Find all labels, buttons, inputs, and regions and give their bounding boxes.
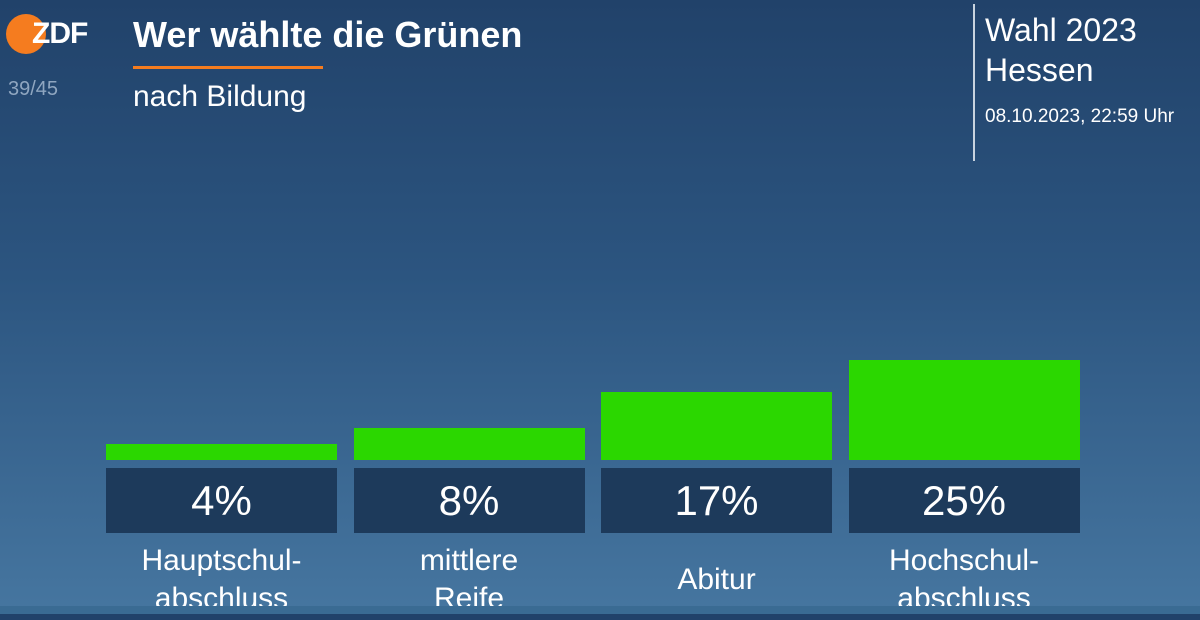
- page-counter: 39/45: [8, 78, 59, 100]
- title-rule: [133, 66, 323, 69]
- chart-title: Wer wählte die Grünen: [133, 14, 523, 55]
- category-label: Abitur: [677, 563, 756, 596]
- region: Hessen: [985, 52, 1094, 88]
- bar: [601, 392, 832, 460]
- logo-text: ZDF: [32, 17, 88, 50]
- timestamp: 08.10.2023, 22:59 Uhr: [985, 106, 1175, 127]
- divider: [973, 4, 975, 161]
- value-label: 17%: [601, 468, 832, 533]
- value-label: 25%: [848, 468, 1080, 533]
- bar: [353, 428, 585, 460]
- bottom-strip: [0, 606, 1200, 614]
- value-label: 4%: [106, 468, 337, 533]
- bar: [106, 444, 337, 460]
- category-label: mittlere Reife: [419, 544, 519, 615]
- logo: ZDF: [6, 14, 88, 54]
- election: Wahl 2023: [985, 12, 1137, 48]
- value-label: 8%: [353, 468, 585, 533]
- chart-subtitle: nach Bildung: [133, 80, 307, 113]
- bar: [848, 360, 1080, 460]
